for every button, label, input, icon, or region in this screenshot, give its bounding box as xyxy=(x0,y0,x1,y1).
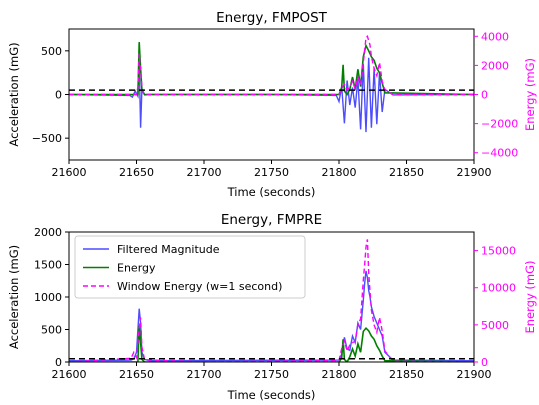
series-line-2 xyxy=(69,325,474,362)
chart-2: 21600 21650 21700 21750 21800 21850 2190005001… xyxy=(7,212,537,402)
x-tick-label: 21850 xyxy=(389,368,424,381)
legend-label-1: Filtered Magnitude xyxy=(117,243,220,256)
y-axis-label: Acceleration (mG) xyxy=(7,245,21,349)
legend-label-3: Window Energy (w=1 second) xyxy=(117,280,282,293)
y2-tick-label: 5000 xyxy=(481,319,509,332)
legend: Filtered Magnitude Energy Window Energy (w… xyxy=(74,235,306,299)
x-tick-label: 21800 xyxy=(322,166,357,179)
y2-tick-label: 15000 xyxy=(481,245,516,258)
series-line-3 xyxy=(69,34,474,96)
y-tick-label: 500 xyxy=(41,324,62,337)
y-axis-label: Acceleration (mG) xyxy=(7,42,21,146)
series-line-2 xyxy=(69,42,474,96)
y-tick-label: 500 xyxy=(41,45,62,58)
y2-tick-label: 2000 xyxy=(481,59,509,72)
y2-tick-label: 0 xyxy=(481,356,488,369)
y2-tick-label: 4000 xyxy=(481,30,509,43)
y2-tick-label: 0 xyxy=(481,89,488,102)
plot-area xyxy=(69,239,474,362)
y-tick-label: 1500 xyxy=(34,259,62,272)
y2-tick-label: 10000 xyxy=(481,282,516,295)
x-axis-label: Time (seconds) xyxy=(227,185,316,199)
plot-area xyxy=(69,34,474,133)
y2-tick-label: −2000 xyxy=(481,118,518,131)
x-tick-label: 21900 xyxy=(457,166,492,179)
x-axis-label: Time (seconds) xyxy=(227,388,316,402)
y2-axis-label: Energy (mG) xyxy=(523,58,537,131)
series-line-3 xyxy=(69,239,474,362)
legend-box xyxy=(74,235,306,299)
series-line-1 xyxy=(69,57,474,133)
y-tick-label: −500 xyxy=(32,132,62,145)
x-tick-label: 21650 xyxy=(119,368,154,381)
x-tick-label: 21750 xyxy=(254,368,289,381)
x-tick-label: 21700 xyxy=(187,368,222,381)
x-tick-label: 21800 xyxy=(322,368,357,381)
y-tick-label: 0 xyxy=(55,89,62,102)
y-tick-label: 1000 xyxy=(34,291,62,304)
x-tick-label: 21850 xyxy=(389,166,424,179)
x-tick-label: 21900 xyxy=(457,368,492,381)
x-tick-label: 21600 xyxy=(52,166,87,179)
chart-title: Energy, FMPRE xyxy=(221,212,322,228)
x-tick-label: 21650 xyxy=(119,166,154,179)
x-tick-label: 21600 xyxy=(52,368,87,381)
y-tick-label: 2000 xyxy=(34,226,62,239)
x-tick-label: 21700 xyxy=(187,166,222,179)
y2-tick-label: −4000 xyxy=(481,147,518,160)
y-tick-label: 0 xyxy=(55,356,62,369)
legend-label-2: Energy xyxy=(117,262,156,275)
chart-title: Energy, FMPOST xyxy=(216,10,328,26)
chart-1: 21600 21650 21700 21750 21800 21850 21900 −500 0… xyxy=(7,10,537,199)
x-tick-label: 21750 xyxy=(254,166,289,179)
y2-axis-label: Energy (mG) xyxy=(523,260,537,333)
